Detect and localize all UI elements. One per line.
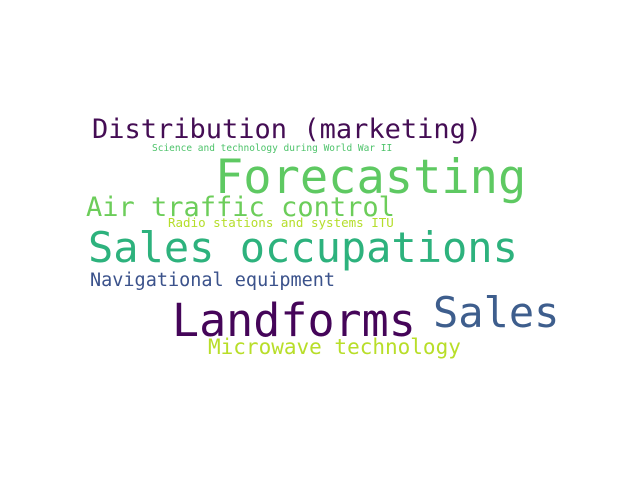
word-landforms: Landforms xyxy=(172,294,416,347)
word-science-and-technology-wwii: Science and technology during World War … xyxy=(152,143,393,154)
word-distribution-marketing: Distribution (marketing) xyxy=(92,114,483,145)
word-sales-occupations: Sales occupations xyxy=(88,223,518,272)
word-forecasting: Forecasting xyxy=(215,150,527,205)
word-navigational-equipment: Navigational equipment xyxy=(90,270,336,291)
word-radio-stations-itu: Radio stations and systems ITU xyxy=(168,215,394,230)
word-sales: Sales xyxy=(433,288,560,337)
word-microwave-technology: Microwave technology xyxy=(208,335,461,359)
word-air-traffic-control: Air traffic control xyxy=(86,192,395,223)
